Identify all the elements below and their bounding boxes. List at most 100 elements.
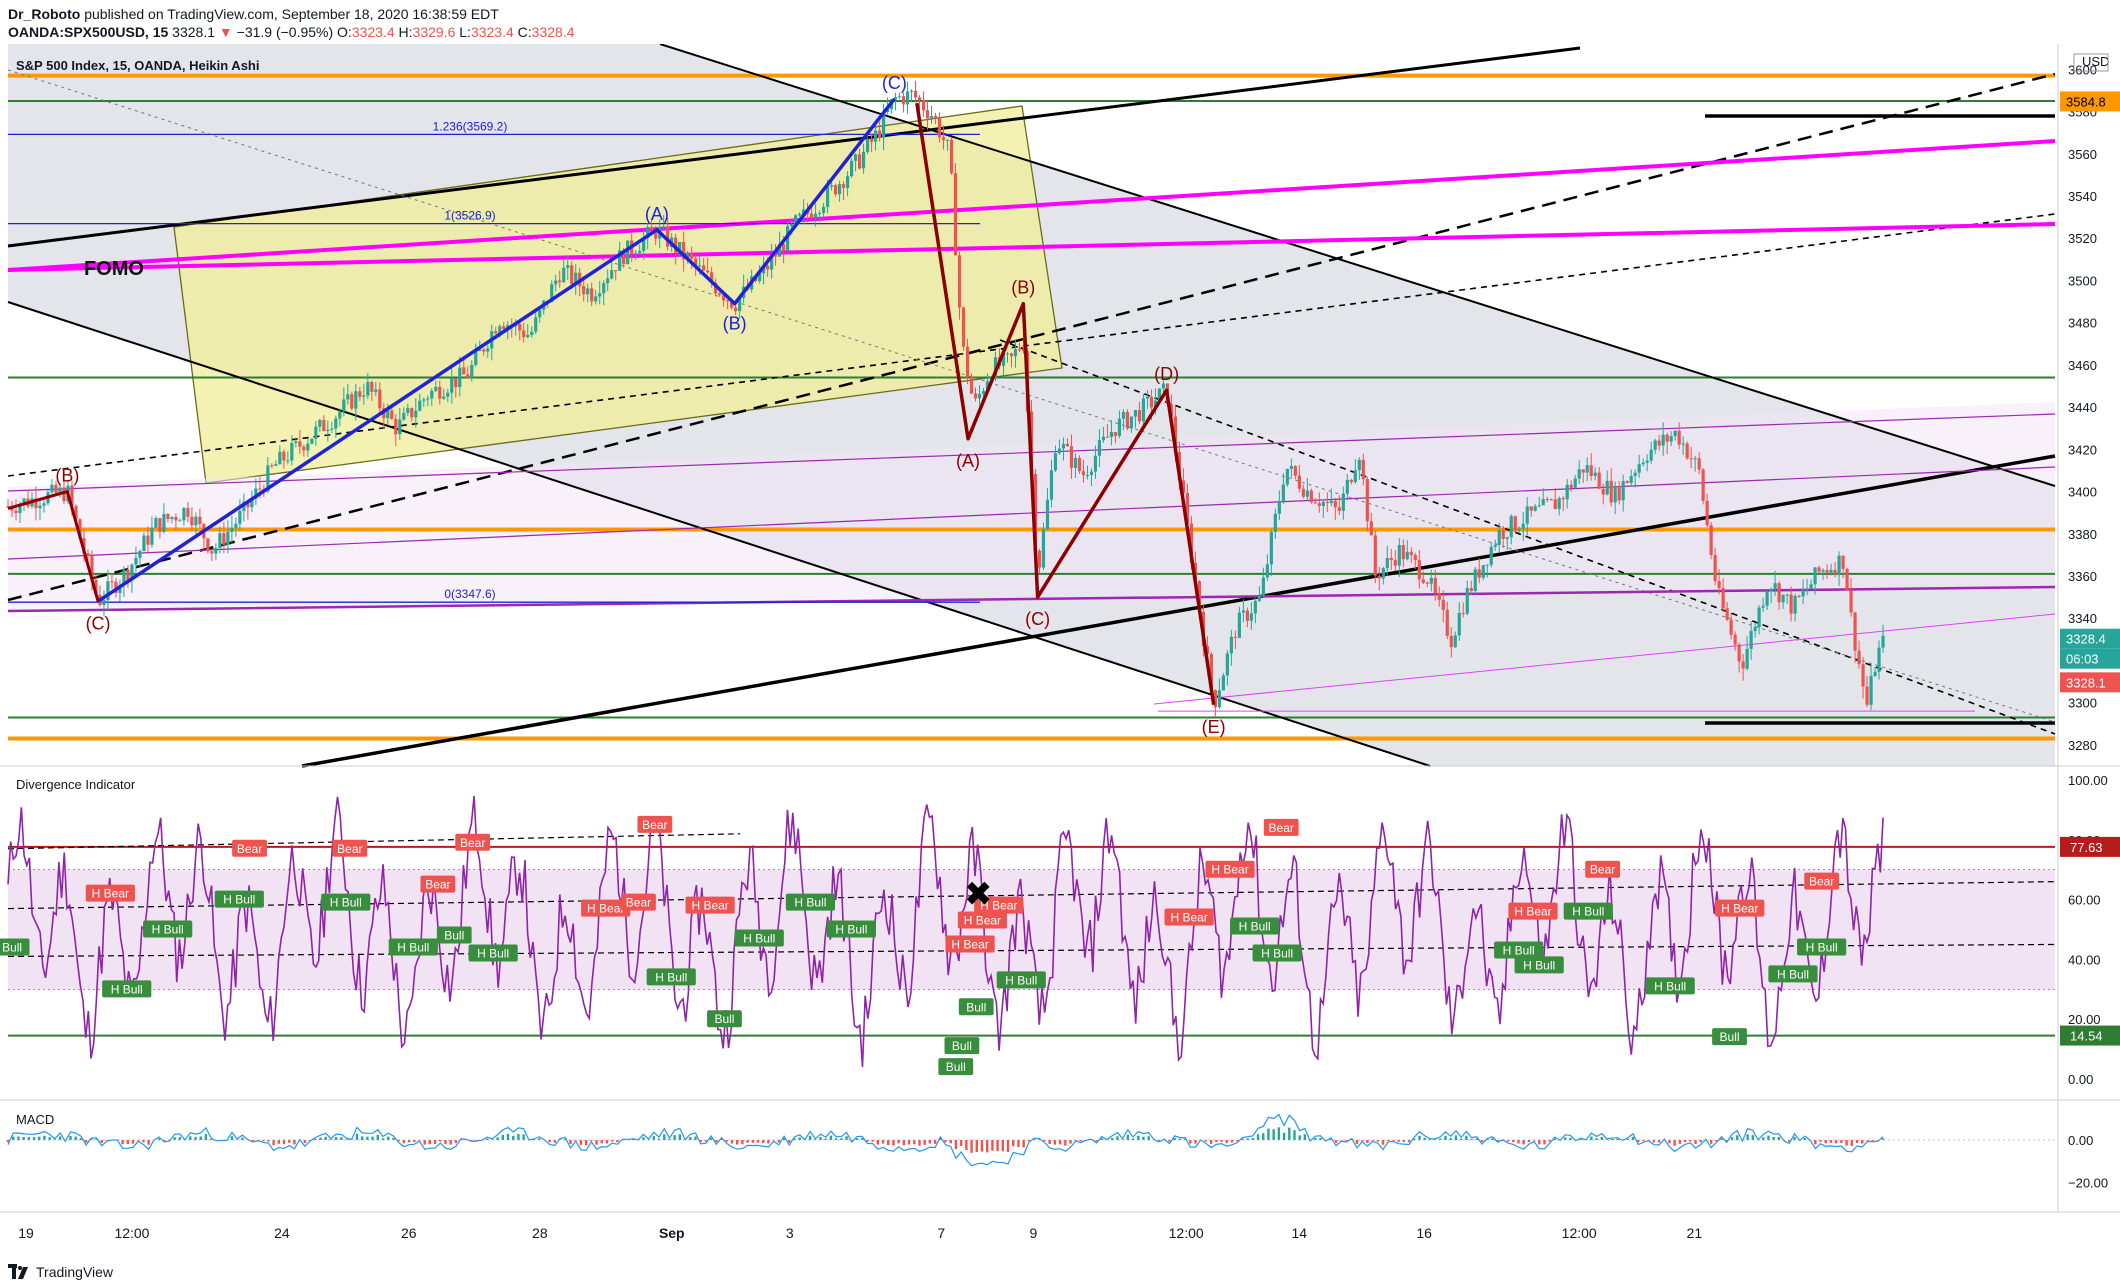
macd-pane[interactable]: 0.00 −20.00 [6, 1113, 2108, 1191]
last-price-tag-bg [2060, 672, 2120, 693]
signal-label: H Bear [1721, 902, 1758, 916]
macd-histogram-bar [1564, 1137, 1567, 1140]
price-chart-title: S&P 500 Index, 15, OANDA, Heikin Ashi [16, 58, 259, 73]
candle-body [1661, 434, 1665, 446]
macd-histogram-bar [642, 1137, 645, 1140]
candle-body [1641, 462, 1645, 465]
brand-name[interactable]: TradingView [36, 1264, 114, 1280]
candle-body [1561, 498, 1565, 500]
candle-body [1497, 530, 1501, 545]
candle-body [794, 215, 798, 225]
candle-body [170, 517, 174, 519]
candle-body [554, 280, 558, 285]
candle-body [330, 428, 334, 430]
candle-body [574, 272, 578, 284]
candle-body [1653, 440, 1657, 450]
candle-body [502, 326, 506, 330]
candle-body [845, 176, 850, 189]
bear-signal-tag [1715, 899, 1765, 917]
candle-body [1141, 398, 1146, 422]
macd-histogram-bar [439, 1140, 442, 1142]
candle-body [1509, 516, 1513, 538]
macd-histogram-bar [1762, 1137, 1765, 1140]
candle-body [1769, 588, 1773, 592]
candle-body [1333, 500, 1337, 508]
macd-histogram-bar [866, 1140, 869, 1142]
bear-signal-tag [232, 839, 267, 857]
candle-body [1269, 532, 1273, 565]
candle-body [1657, 440, 1661, 446]
candle-body [1017, 349, 1022, 351]
candle-body [182, 508, 186, 521]
macd-histogram-bar [1814, 1140, 1817, 1145]
candle-body [1753, 627, 1757, 631]
bear-signal-tag [685, 896, 735, 914]
candle-body [1113, 432, 1118, 436]
high-line-price-tag: 3584.8 [2066, 94, 2106, 109]
macd-histogram-bar [1569, 1137, 1572, 1140]
candle-body [222, 533, 226, 545]
candle-body [702, 265, 706, 271]
signal-label: Bear [425, 878, 450, 892]
candle-body [1225, 653, 1229, 676]
candle-body [1437, 593, 1441, 600]
candle-body [1289, 466, 1293, 469]
macd-histogram-bar [1845, 1140, 1848, 1146]
candle-body [1609, 480, 1613, 503]
candle-body [913, 90, 918, 98]
macd-histogram-bar [756, 1140, 760, 1143]
candle-body [1145, 396, 1150, 399]
candle-body [1817, 567, 1821, 572]
bull-signal-tag [321, 893, 371, 911]
macd-histogram-bar [366, 1136, 369, 1140]
candle-body [250, 498, 254, 508]
close-value: 3328.4 [531, 24, 575, 40]
macd-histogram-bar [22, 1136, 25, 1140]
macd-histogram-bar [840, 1138, 843, 1140]
macd-histogram-bar [485, 1138, 489, 1140]
time-tick-label: 16 [1416, 1225, 1432, 1241]
candle-body [829, 185, 834, 187]
candle-body [482, 349, 486, 352]
candle-body [1397, 545, 1401, 566]
macd-histogram-bar [1183, 1138, 1187, 1140]
macd-histogram-bar [605, 1140, 609, 1144]
candle-body [1377, 575, 1381, 579]
macd-histogram-bar [772, 1140, 775, 1141]
macd-histogram-bar [735, 1140, 739, 1145]
signal-label: H Bull [1239, 920, 1271, 934]
candle-body [1745, 648, 1749, 669]
macd-histogram-bar [850, 1140, 853, 1141]
candle-body [646, 227, 650, 239]
macd-histogram-bar [517, 1133, 520, 1140]
chart-area[interactable]: 1.236(3569.2) 1(3526.9) 0(3347.6) (A) (B) (C)… [0, 44, 2120, 1258]
macd-histogram-bar [1100, 1138, 1103, 1140]
candle-body [418, 400, 422, 411]
bull-signal-tag [1645, 977, 1695, 995]
macd-histogram-bar [1553, 1138, 1557, 1140]
candle-body [662, 226, 666, 228]
macd-histogram-bar [1793, 1136, 1796, 1140]
publisher-name[interactable]: Dr_Roboto [8, 6, 81, 22]
candle-body [62, 487, 66, 502]
candle-body [1785, 594, 1789, 596]
candle-body [1013, 349, 1018, 357]
candle-body [1801, 589, 1805, 597]
macd-histogram-bar [1600, 1136, 1603, 1140]
fomo-label: FOMO [84, 258, 144, 280]
candle-body [1301, 488, 1305, 497]
macd-histogram-bar [1861, 1140, 1864, 1144]
candle-body [582, 286, 586, 295]
macd-histogram-bar [1803, 1138, 1807, 1140]
macd-histogram-bar [454, 1140, 458, 1144]
candle-body [1625, 481, 1629, 483]
time-axis[interactable]: 19 12:00 24 26 28 Sep 3 7 9 12:00 14 16 12:00 21 [18, 1225, 1702, 1241]
candle-body [1085, 475, 1090, 477]
macd-histogram-bar [1069, 1140, 1072, 1144]
candle-body [933, 116, 938, 119]
candle-body [310, 438, 314, 444]
candle-body [6, 506, 10, 508]
signal-label: H Bull [1261, 946, 1293, 960]
candle-body [1217, 690, 1221, 708]
